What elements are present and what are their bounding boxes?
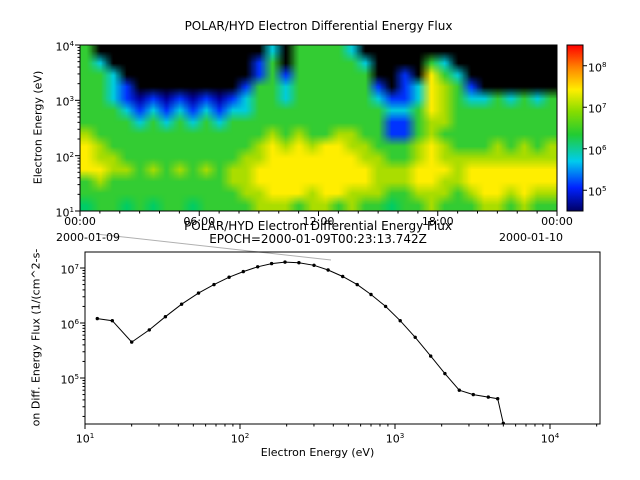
data-point: [269, 261, 274, 266]
x-date-label-end: 2000-01-10: [499, 231, 563, 244]
data-point: [496, 397, 500, 401]
bottom-y-axis-label: on Diff. Energy Flux (1/(cm^2-s-: [29, 248, 43, 427]
top-y-tick-label: 102: [55, 149, 74, 165]
top-plot-title: POLAR/HYD Electron Differential Energy F…: [184, 19, 453, 33]
bottom-x-tick-label: 102: [230, 431, 250, 446]
colorbar-canvas[interactable]: [567, 45, 583, 211]
data-point: [196, 291, 201, 295]
data-point: [383, 304, 388, 309]
data-point: [227, 275, 231, 279]
top-y-tick-label: 101: [55, 205, 74, 220]
spectrogram-canvas[interactable]: [80, 45, 557, 211]
data-point: [283, 260, 287, 264]
data-point: [429, 354, 433, 358]
data-point: [501, 421, 505, 424]
data-point: [179, 302, 184, 306]
bottom-plot-frame: [84, 251, 601, 425]
data-point: [471, 392, 475, 397]
data-point: [241, 269, 245, 274]
bottom-x-tick-label: 103: [385, 431, 405, 446]
bottom-plot-subtitle: EPOCH=2000-01-09T00:23:13.742Z: [209, 232, 427, 246]
data-point: [110, 319, 115, 323]
data-point: [413, 335, 417, 339]
data-point: [163, 315, 168, 319]
data-point: [326, 268, 330, 272]
top-y-axis-label: Electron Energy (eV): [31, 70, 45, 185]
bottom-y-tick-label: 107: [60, 262, 79, 277]
data-point: [369, 292, 373, 297]
data-point: [398, 319, 402, 323]
data-point: [95, 316, 100, 321]
data-point: [312, 263, 316, 267]
top-x-tick-label: 06:00: [183, 215, 216, 228]
colorbar-tick-label: 106: [588, 142, 607, 158]
bottom-plot-title: POLAR/HYD Electron Differential Energy F…: [184, 219, 452, 233]
bottom-y-tick-label: 106: [60, 317, 79, 332]
top-x-tick-label: 18:00: [421, 215, 454, 228]
data-point: [297, 261, 301, 265]
top-x-tick-label: 00:00: [541, 215, 573, 228]
x-date-label-start: 2000-01-09: [56, 231, 120, 244]
bottom-x-tick-label: 104: [540, 431, 560, 446]
data-point: [457, 388, 461, 392]
data-point: [443, 371, 447, 376]
colorbar-tick-label: 107: [588, 101, 607, 116]
data-point: [147, 328, 151, 332]
bottom-x-tick-label: 101: [75, 431, 95, 446]
data-point: [486, 395, 490, 399]
bottom-y-tick-label: 105: [60, 372, 79, 387]
data-point: [130, 340, 134, 344]
colorbar-tick-label: 108: [588, 59, 607, 75]
flux-line: [97, 261, 504, 424]
data-point: [355, 282, 359, 287]
bottom-x-axis-label: Electron Energy (eV): [260, 446, 375, 459]
data-point: [212, 282, 216, 287]
top-x-tick-label: 12:00: [302, 215, 335, 228]
data-point: [256, 265, 260, 269]
top-y-tick-label: 104: [55, 39, 74, 54]
top-x-tick-label: 00:00: [64, 215, 96, 228]
data-point: [341, 274, 345, 279]
top-y-tick-label: 103: [55, 94, 74, 109]
colorbar-tick-label: 105: [588, 184, 607, 199]
